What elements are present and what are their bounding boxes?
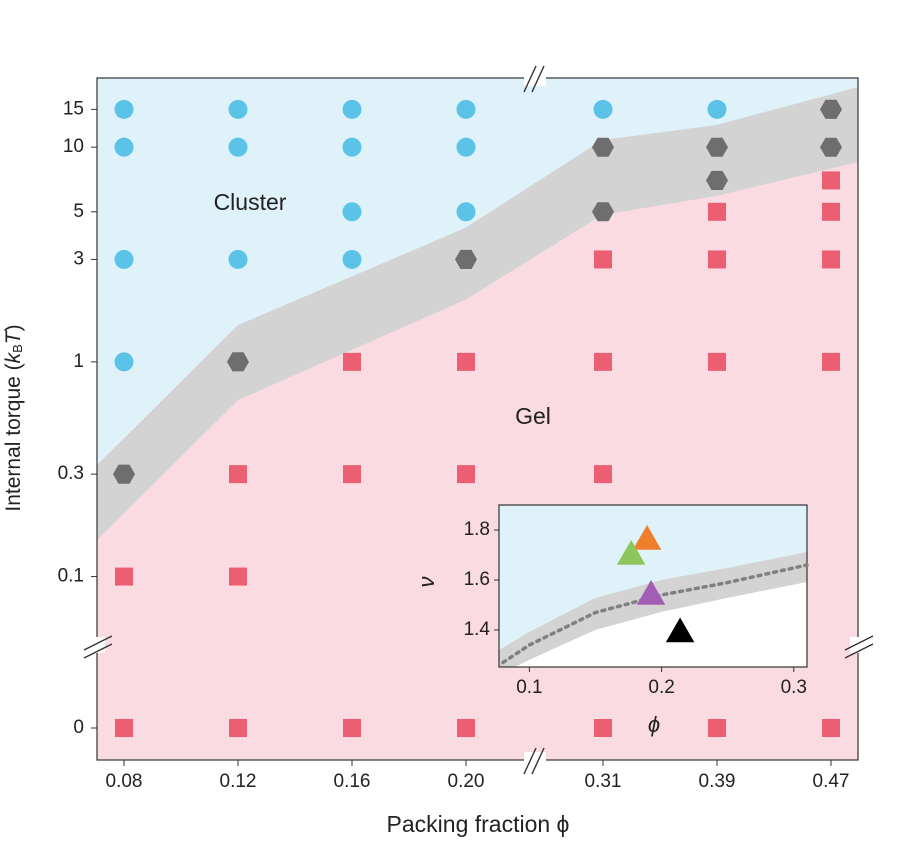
- x-tick-label: 0.39: [699, 771, 736, 792]
- inset-cluster-region: [499, 505, 807, 650]
- cluster-point: [342, 249, 362, 269]
- gel-point: [457, 352, 475, 371]
- cluster-point: [228, 249, 248, 269]
- boundary-point: [706, 170, 728, 190]
- gel-point: [594, 719, 612, 737]
- boundary-point: [455, 249, 477, 269]
- gel-point: [708, 719, 726, 737]
- inset-point: [636, 580, 666, 605]
- cluster-point: [228, 99, 248, 119]
- gel-point: [229, 567, 247, 586]
- gel-point: [822, 250, 840, 269]
- inset-frame: [498, 504, 808, 668]
- cluster-point: [228, 137, 248, 157]
- y-tick-label: 0: [73, 717, 84, 738]
- boundary-point: [820, 99, 842, 119]
- x-tick-label: 0.31: [585, 771, 622, 792]
- cluster-point: [342, 99, 362, 119]
- y-tick-label: 0.3: [58, 463, 84, 484]
- gel-point: [343, 465, 361, 484]
- gel-point: [457, 719, 475, 737]
- boundary-point: [113, 464, 135, 484]
- boundary-point: [592, 137, 614, 157]
- cluster-point: [456, 137, 476, 157]
- gel-point: [229, 719, 247, 737]
- gel-point: [115, 719, 133, 737]
- gel-point: [343, 352, 361, 371]
- x-axis-label: Packing fraction ϕ: [387, 811, 570, 837]
- inset-point: [665, 617, 695, 643]
- y-axis-label: Internal torque (kBT): [2, 324, 26, 511]
- annotation: Gel: [515, 403, 551, 429]
- gel-point: [457, 465, 475, 484]
- gel-point: [708, 250, 726, 269]
- y-tick-label: 15: [63, 98, 84, 119]
- inset-y-tick-label: 1.6: [464, 569, 490, 590]
- x-tick-label: 0.47: [813, 771, 850, 792]
- y-label-part: T: [2, 329, 25, 344]
- boundary-band: [97, 87, 858, 540]
- gel-point: [822, 352, 840, 371]
- inset-x-tick-label: 0.1: [516, 677, 542, 698]
- inset-x-tick-label: 0.2: [648, 677, 674, 698]
- gel-point: [229, 465, 247, 484]
- y-label-part: Internal torque (: [2, 363, 25, 511]
- x-tick-label: 0.16: [334, 771, 371, 792]
- cluster-point: [342, 202, 362, 222]
- gel-point: [594, 465, 612, 484]
- boundary-point: [592, 202, 614, 222]
- inset-point: [632, 525, 662, 550]
- plot-frame: [96, 77, 859, 761]
- y-tick-label: 3: [73, 248, 84, 269]
- boundary-point: [227, 352, 249, 372]
- cluster-point: [114, 137, 134, 157]
- boundary-point: [820, 137, 842, 157]
- cluster-point: [593, 99, 613, 119]
- inset-x-label: ϕ: [648, 712, 660, 737]
- gel-point: [343, 719, 361, 737]
- cluster-point: [456, 99, 476, 119]
- x-tick-label: 0.20: [448, 771, 485, 792]
- boundary-point: [706, 137, 728, 157]
- inset-x-tick-label: 0.3: [781, 677, 807, 698]
- y-label-part: ): [2, 324, 25, 331]
- gel-point: [822, 719, 840, 737]
- gel-point: [822, 171, 840, 190]
- cluster-point: [342, 137, 362, 157]
- gel-point: [708, 352, 726, 371]
- y-label-part: B: [10, 344, 25, 353]
- cluster-point: [456, 202, 476, 222]
- gel-point: [822, 202, 840, 221]
- gel-point: [594, 250, 612, 269]
- annotation: Cluster: [214, 189, 287, 215]
- cluster-point: [114, 99, 134, 119]
- gel-point: [594, 352, 612, 371]
- gel-point: [708, 202, 726, 221]
- x-tick-label: 0.08: [106, 771, 143, 792]
- y-tick-label: 10: [63, 136, 84, 157]
- inset-y-label: ν: [414, 577, 439, 588]
- inset-y-tick-label: 1.4: [464, 619, 491, 640]
- y-tick-label: 0.1: [58, 566, 84, 587]
- cluster-point: [114, 249, 134, 269]
- inset-y-tick-label: 1.8: [464, 519, 490, 540]
- y-tick-label: 5: [73, 201, 84, 222]
- axis-breaks: [83, 65, 874, 775]
- y-tick-label: 1: [73, 351, 84, 372]
- gel-point: [115, 567, 133, 586]
- cluster-point: [707, 99, 727, 119]
- x-tick-label: 0.12: [220, 771, 257, 792]
- inset-point: [616, 540, 646, 565]
- inset-fit-line: [501, 563, 809, 665]
- cluster-point: [114, 352, 134, 372]
- cluster-region: [97, 78, 858, 465]
- y-label-part: k: [2, 351, 25, 363]
